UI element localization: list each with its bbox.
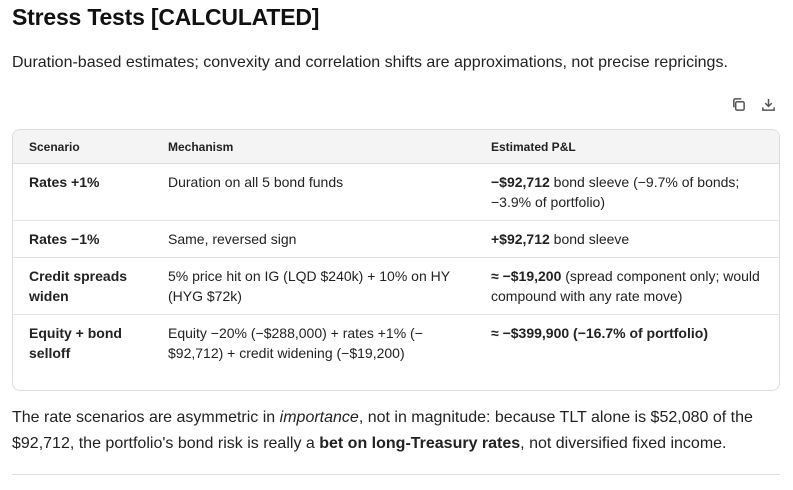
mechanism-cell: Same, reversed sign <box>152 220 475 258</box>
pnl-note: (spread component only; would compound w… <box>491 268 760 304</box>
pnl-note: bond sleeve <box>549 231 630 247</box>
copy-icon <box>732 97 745 111</box>
table-row: Rates +1% Duration on all 5 bond funds −… <box>13 163 779 221</box>
summary-text: The rate scenarios are asymmetric in <box>12 409 280 426</box>
scenario-cell: Rates −1% <box>13 220 152 258</box>
mechanism-cell: 5% price hit on IG (LQD $240k) + 10% on … <box>152 257 475 315</box>
scenario-cell: Equity + bond selloff <box>29 325 122 361</box>
download-button[interactable] <box>760 96 776 112</box>
summary-text: , not diversified fixed income. <box>520 435 727 452</box>
pnl-value: −$92,712 <box>491 174 550 190</box>
column-header-mechanism: Mechanism <box>152 130 475 164</box>
summary-paragraph: The rate scenarios are asymmetric in imp… <box>12 405 782 457</box>
table-header-row: Scenario Mechanism Estimated P&L <box>13 130 779 164</box>
summary-text: , not in magnitude: because TLT alone is… <box>12 409 753 452</box>
column-header-pnl: Estimated P&L <box>475 130 779 164</box>
column-header-scenario: Scenario <box>13 130 152 164</box>
pnl-cell: −$92,712 bond sleeve (−9.7% of bonds; −3… <box>475 163 779 221</box>
stress-test-table: Scenario Mechanism Estimated P&L Rates +… <box>12 129 780 391</box>
pnl-value: ≈ −$19,200 <box>491 268 562 284</box>
scenario-cell: Rates +1% <box>13 163 152 221</box>
pnl-value: ≈ −$399,900 (−16.7% of portfolio) <box>491 325 708 341</box>
pnl-note: bond sleeve (−9.7% of bonds; −3.9% of po… <box>491 174 740 210</box>
table-row: Equity + bond selloff Equity −20% (−$288… <box>13 315 779 372</box>
summary-emphasis: importance <box>279 409 359 426</box>
mechanism-cell: Duration on all 5 bond funds <box>152 163 475 221</box>
download-icon <box>761 98 775 111</box>
pnl-cell: +$92,712 bond sleeve <box>475 220 779 258</box>
table-toolbar <box>730 96 776 112</box>
divider <box>12 474 780 475</box>
page-title: Stress Tests [CALCULATED] <box>12 4 320 30</box>
page-subtitle: Duration-based estimates; convexity and … <box>12 54 728 71</box>
pnl-cell: ≈ −$19,200 (spread component only; would… <box>475 257 779 315</box>
mechanism-cell: Equity −20% (−$288,000) + rates +1% (−$9… <box>168 325 423 361</box>
pnl-cell: ≈ −$399,900 (−16.7% of portfolio) <box>475 315 779 372</box>
table-row: Credit spreads widen 5% price hit on IG … <box>13 257 779 315</box>
copy-button[interactable] <box>730 96 746 112</box>
summary-bold: bet on long-Treasury rates <box>319 435 521 452</box>
scenario-cell: Credit spreads widen <box>13 257 152 315</box>
pnl-value: +$92,712 <box>491 231 550 247</box>
table-row: Rates −1% Same, reversed sign +$92,712 b… <box>13 220 779 258</box>
